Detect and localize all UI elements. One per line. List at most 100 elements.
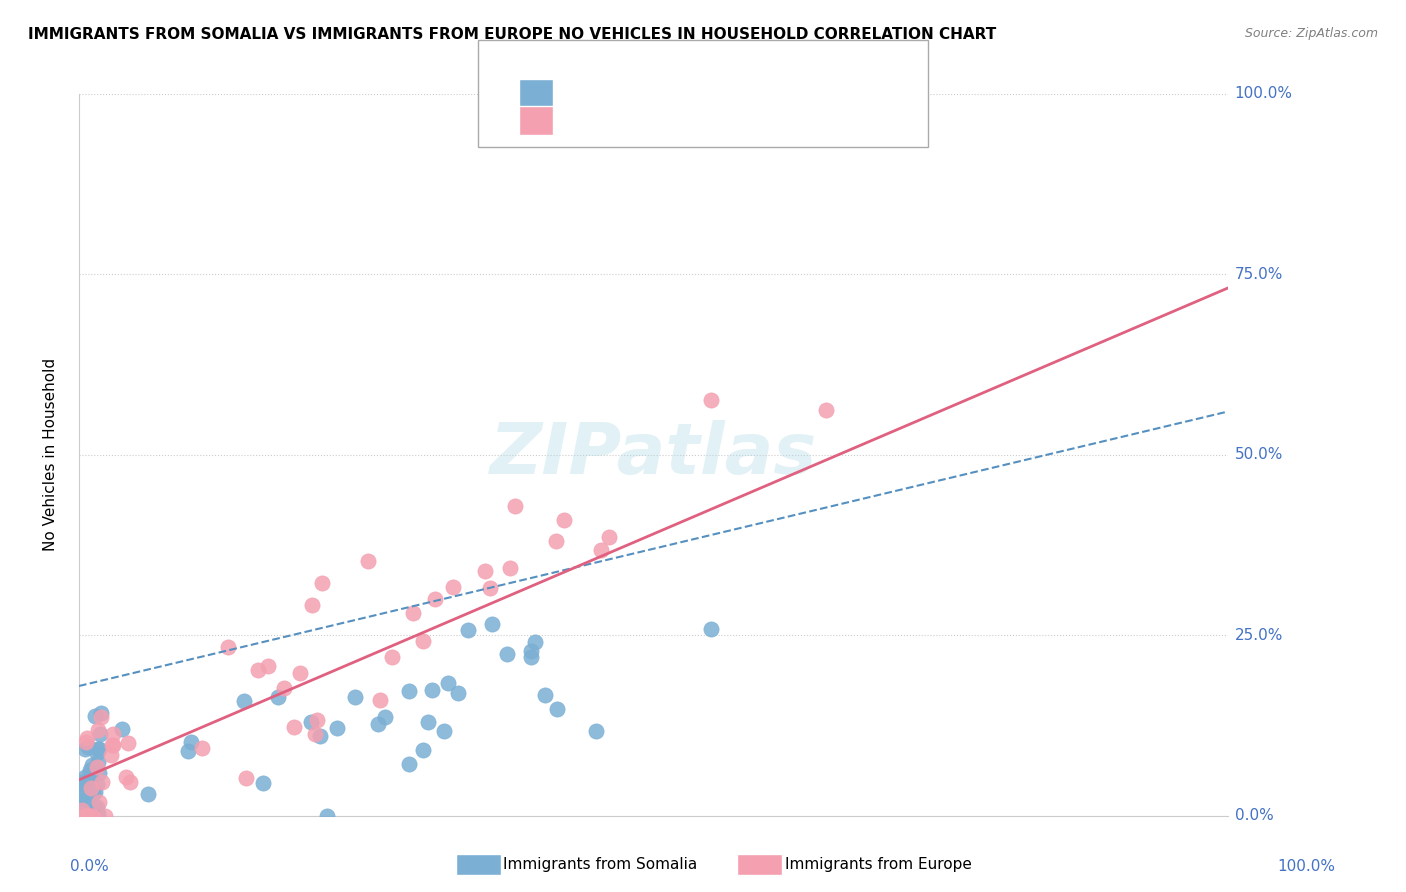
Text: R =: R = — [568, 112, 605, 129]
Point — [84, 801, 107, 815]
Point — [544, 534, 567, 549]
Point — [423, 592, 446, 607]
Point — [441, 580, 464, 594]
Point — [72, 809, 94, 823]
Point — [83, 708, 105, 723]
Point — [367, 716, 389, 731]
Point — [447, 685, 470, 699]
Text: Immigrants from Europe: Immigrants from Europe — [785, 857, 972, 871]
Point — [75, 735, 97, 749]
Point — [217, 640, 239, 655]
Point — [94, 809, 117, 823]
Point — [83, 809, 105, 823]
Text: 100.0%: 100.0% — [1278, 859, 1336, 874]
Point — [524, 634, 547, 648]
Point — [86, 799, 108, 814]
Point — [73, 809, 96, 823]
Point — [86, 723, 108, 738]
Point — [76, 809, 98, 823]
Point — [75, 804, 97, 818]
Point — [90, 774, 112, 789]
Point — [75, 780, 97, 795]
Point — [76, 808, 98, 822]
Point — [433, 724, 456, 739]
Point — [87, 742, 110, 756]
Point — [233, 694, 256, 708]
Point — [246, 663, 269, 677]
Point — [69, 795, 91, 809]
Point — [86, 760, 108, 774]
Text: 0.475: 0.475 — [602, 85, 654, 103]
Point — [252, 775, 274, 789]
Point — [301, 598, 323, 612]
Point — [266, 690, 288, 704]
Point — [177, 744, 200, 758]
Point — [412, 743, 434, 757]
Point — [420, 682, 443, 697]
Point — [115, 770, 138, 784]
Point — [436, 676, 458, 690]
Point — [474, 564, 496, 578]
Point — [499, 561, 522, 575]
Point — [70, 803, 93, 817]
Point — [87, 806, 110, 821]
Point — [381, 650, 404, 665]
Text: 0.0%: 0.0% — [70, 859, 110, 874]
Point — [299, 715, 322, 730]
Point — [72, 784, 94, 798]
Point — [374, 710, 396, 724]
Point — [79, 789, 101, 803]
Point — [73, 742, 96, 756]
Point — [90, 710, 112, 724]
Point — [86, 777, 108, 791]
Point — [546, 702, 568, 716]
Point — [76, 740, 98, 755]
Point — [101, 739, 124, 753]
Point — [308, 729, 330, 743]
Point — [79, 763, 101, 777]
Point — [316, 809, 339, 823]
Point — [235, 771, 257, 785]
Point — [90, 706, 112, 721]
Point — [398, 684, 420, 698]
Point — [69, 809, 91, 823]
Point — [520, 644, 543, 658]
Point — [89, 765, 111, 780]
Point — [80, 809, 103, 823]
Text: R =: R = — [568, 85, 605, 103]
Point — [76, 809, 98, 823]
Point — [80, 780, 103, 795]
Point — [80, 809, 103, 823]
Point — [257, 659, 280, 673]
Point — [699, 392, 721, 407]
Text: Immigrants from Somalia: Immigrants from Somalia — [503, 857, 697, 871]
Text: 50.0%: 50.0% — [1234, 448, 1282, 462]
Point — [103, 727, 125, 741]
Point — [111, 722, 134, 736]
Text: 56: 56 — [668, 112, 690, 129]
Point — [814, 403, 837, 417]
Point — [82, 786, 104, 800]
Point — [75, 771, 97, 785]
Text: 25.0%: 25.0% — [1234, 628, 1282, 643]
Point — [398, 757, 420, 772]
Point — [82, 809, 104, 823]
Point — [412, 633, 434, 648]
Point — [534, 688, 557, 702]
Point — [305, 713, 328, 727]
Point — [481, 617, 503, 632]
Point — [82, 757, 104, 772]
Point — [598, 530, 620, 544]
Text: 0.0%: 0.0% — [1234, 808, 1274, 823]
Point — [357, 554, 380, 568]
Text: IMMIGRANTS FROM SOMALIA VS IMMIGRANTS FROM EUROPE NO VEHICLES IN HOUSEHOLD CORRE: IMMIGRANTS FROM SOMALIA VS IMMIGRANTS FR… — [28, 27, 997, 42]
Text: R = 0.475   N = 74: R = 0.475 N = 74 — [560, 85, 717, 103]
Point — [89, 795, 111, 809]
Point — [479, 581, 502, 595]
Point — [180, 735, 202, 749]
Point — [69, 774, 91, 789]
Point — [585, 724, 607, 739]
Text: 0.681: 0.681 — [602, 112, 654, 129]
Point — [79, 774, 101, 789]
Point — [457, 624, 479, 638]
